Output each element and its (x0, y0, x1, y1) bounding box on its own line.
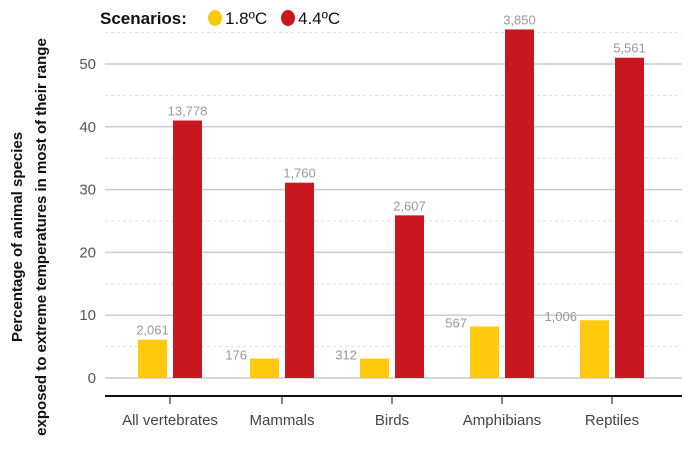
legend-label-1-8c: 1.8ºC (225, 9, 267, 28)
x-tick-label: Reptiles (585, 412, 639, 429)
legend-marker-4-4c (281, 10, 295, 26)
data-label: 2,061 (136, 323, 169, 338)
data-label: 1,006 (544, 309, 577, 324)
legend: Scenarios: 1.8ºC 4.4ºC (100, 9, 340, 28)
x-tick-label: Mammals (249, 412, 314, 429)
data-label: 5,561 (613, 41, 646, 56)
bar-1-8c (360, 358, 389, 378)
y-tick-label: 30 (79, 182, 96, 199)
x-tick-label: Amphibians (463, 412, 541, 429)
data-label: 3,850 (503, 12, 536, 27)
x-tick-label: Birds (375, 412, 409, 429)
data-label: 312 (335, 348, 357, 363)
y-axis-ticks: 0 10 20 30 40 50 (79, 56, 96, 387)
bar-1-8c (470, 326, 499, 378)
y-axis-label: Percentage of animal species exposed to … (9, 38, 50, 436)
data-label: 567 (445, 316, 467, 331)
data-label: 176 (225, 348, 247, 363)
bar-4-4c (285, 182, 314, 378)
bar-1-8c (138, 339, 167, 378)
legend-title: Scenarios: (100, 9, 187, 28)
data-label: 1,760 (283, 166, 316, 181)
legend-label-4-4c: 4.4ºC (298, 9, 340, 28)
bar-1-8c (250, 358, 279, 378)
y-tick-label: 10 (79, 307, 96, 324)
bar-4-4c (395, 215, 424, 378)
y-axis-label-line1: Percentage of animal species (9, 132, 26, 342)
data-label: 13,778 (168, 104, 208, 119)
y-tick-label: 50 (79, 56, 96, 73)
y-tick-label: 40 (79, 119, 96, 136)
x-axis-ticks: All vertebrates Mammals Birds Amphibians Rep… (122, 396, 639, 429)
y-axis-label-line2: exposed to extreme temperatures in most … (33, 38, 50, 436)
bar-1-8c (580, 320, 609, 378)
x-tick-label: All vertebrates (122, 412, 218, 429)
y-tick-label: 0 (88, 370, 96, 387)
bar-4-4c (615, 57, 644, 378)
y-tick-label: 20 (79, 244, 96, 261)
bars: 2,061 13,778 176 1,760 312 2,607 567 3,850 1,006… (136, 12, 646, 379)
legend-marker-1-8c (208, 10, 222, 26)
data-label: 2,607 (393, 198, 426, 213)
bar-4-4c (173, 120, 202, 379)
bar-4-4c (505, 29, 534, 379)
